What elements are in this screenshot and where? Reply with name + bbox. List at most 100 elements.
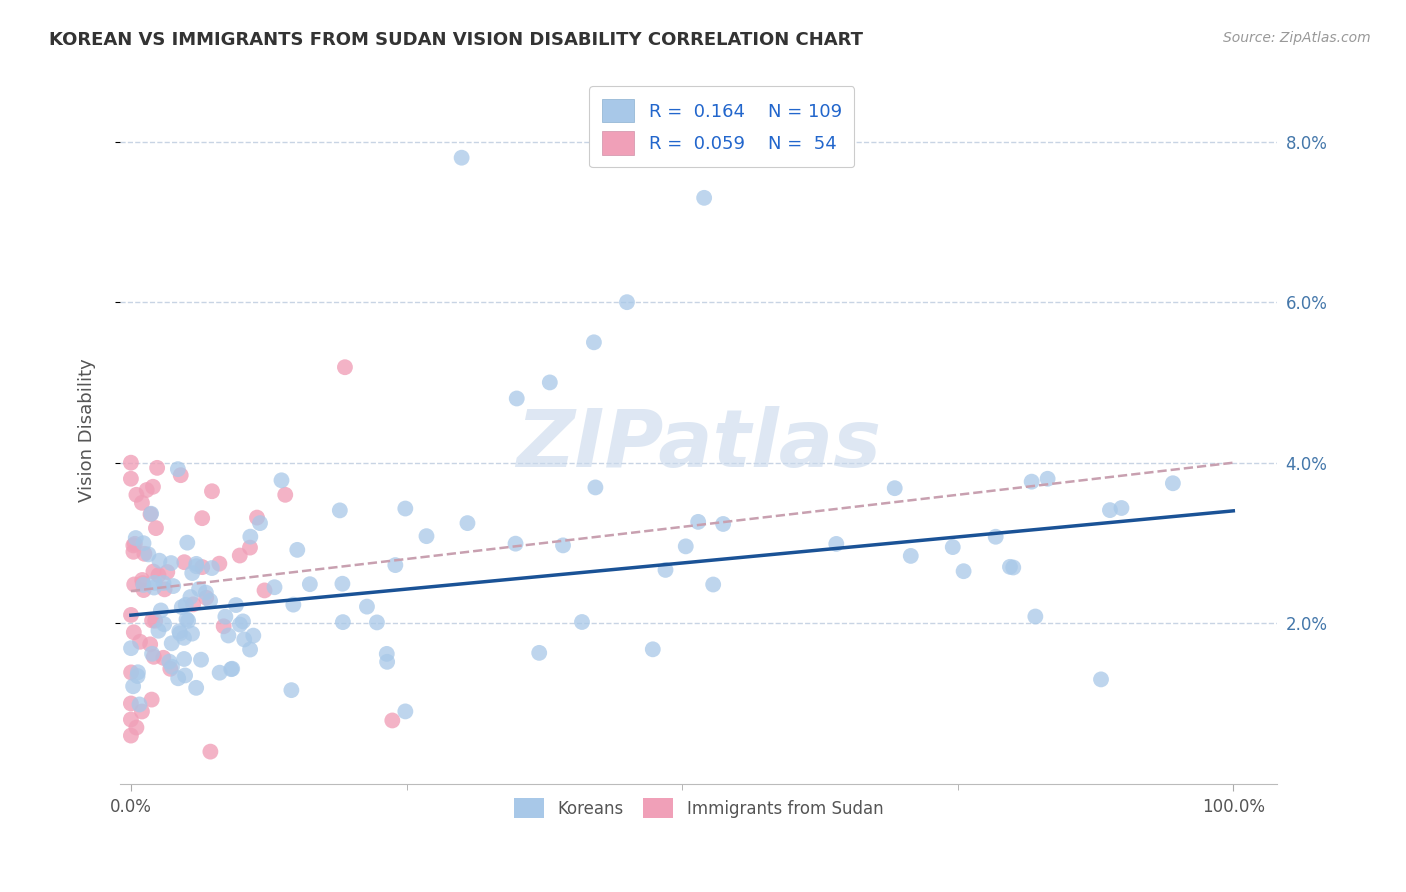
Point [1161,476,1184,491]
Point [186,559,208,574]
Point [143,614,166,628]
Point [160,636,183,650]
Point [148,554,170,568]
Point [298,577,321,591]
Point [333,360,356,375]
Point [173,555,195,569]
Point [825,537,848,551]
Point [571,615,593,629]
Point [139,507,162,521]
Point [198,593,221,607]
Text: ZIPatlas: ZIPatlas [516,406,882,483]
Point [1002,560,1025,574]
Point [153,582,176,597]
Point [375,647,398,661]
Point [132,578,155,592]
Point [208,665,231,680]
Point [148,624,170,638]
Point [125,721,148,735]
Point [191,511,214,525]
Point [242,629,264,643]
Point [149,603,172,617]
Point [139,637,162,651]
Y-axis label: Vision Disability: Vision Disability [79,359,96,502]
Point [1098,503,1121,517]
Point [285,542,308,557]
Point [214,609,236,624]
Point [1111,501,1133,516]
Point [506,392,529,406]
Point [120,607,142,622]
Point [188,582,211,596]
Point [167,671,190,685]
Point [170,600,193,615]
Point [654,563,676,577]
Point [1090,673,1112,687]
Point [160,660,183,674]
Point [191,560,214,574]
Point [142,565,165,579]
Point [135,483,157,497]
Point [332,576,354,591]
Point [702,577,724,591]
Point [394,705,416,719]
Point [145,521,167,535]
Point [332,615,354,629]
Point [120,729,142,743]
Point [186,681,208,695]
Point [221,662,243,676]
Point [176,612,198,626]
Point [1021,475,1043,489]
Point [641,642,664,657]
Point [120,713,142,727]
Point [122,538,145,552]
Point [356,599,378,614]
Point [675,540,697,554]
Point [120,665,142,680]
Point [711,516,734,531]
Point [141,647,163,661]
Point [125,488,148,502]
Point [179,590,201,604]
Point [415,529,437,543]
Point [229,549,252,563]
Point [153,617,176,632]
Point [138,548,160,562]
Point [280,683,302,698]
Text: Source: ZipAtlas.com: Source: ZipAtlas.com [1223,31,1371,45]
Point [329,503,352,517]
Point [143,575,166,590]
Point [128,698,150,712]
Point [239,541,262,555]
Point [159,662,181,676]
Point [129,634,152,648]
Point [127,669,149,683]
Point [283,598,305,612]
Point [693,191,716,205]
Point [122,577,145,591]
Point [132,576,155,591]
Point [181,626,204,640]
Point [173,652,195,666]
Point [998,559,1021,574]
Point [616,295,638,310]
Point [239,530,262,544]
Point [505,536,527,550]
Point [120,641,142,656]
Point [384,558,406,573]
Point [212,619,235,633]
Point [152,576,174,591]
Point [270,473,292,487]
Point [942,540,965,554]
Point [952,564,974,578]
Point [120,697,142,711]
Point [146,461,169,475]
Legend: Koreans, Immigrants from Sudan: Koreans, Immigrants from Sudan [508,791,890,825]
Point [132,536,155,550]
Point [538,376,561,390]
Point [131,705,153,719]
Text: KOREAN VS IMMIGRANTS FROM SUDAN VISION DISABILITY CORRELATION CHART: KOREAN VS IMMIGRANTS FROM SUDAN VISION D… [49,31,863,49]
Point [375,655,398,669]
Point [456,516,478,530]
Point [381,714,404,728]
